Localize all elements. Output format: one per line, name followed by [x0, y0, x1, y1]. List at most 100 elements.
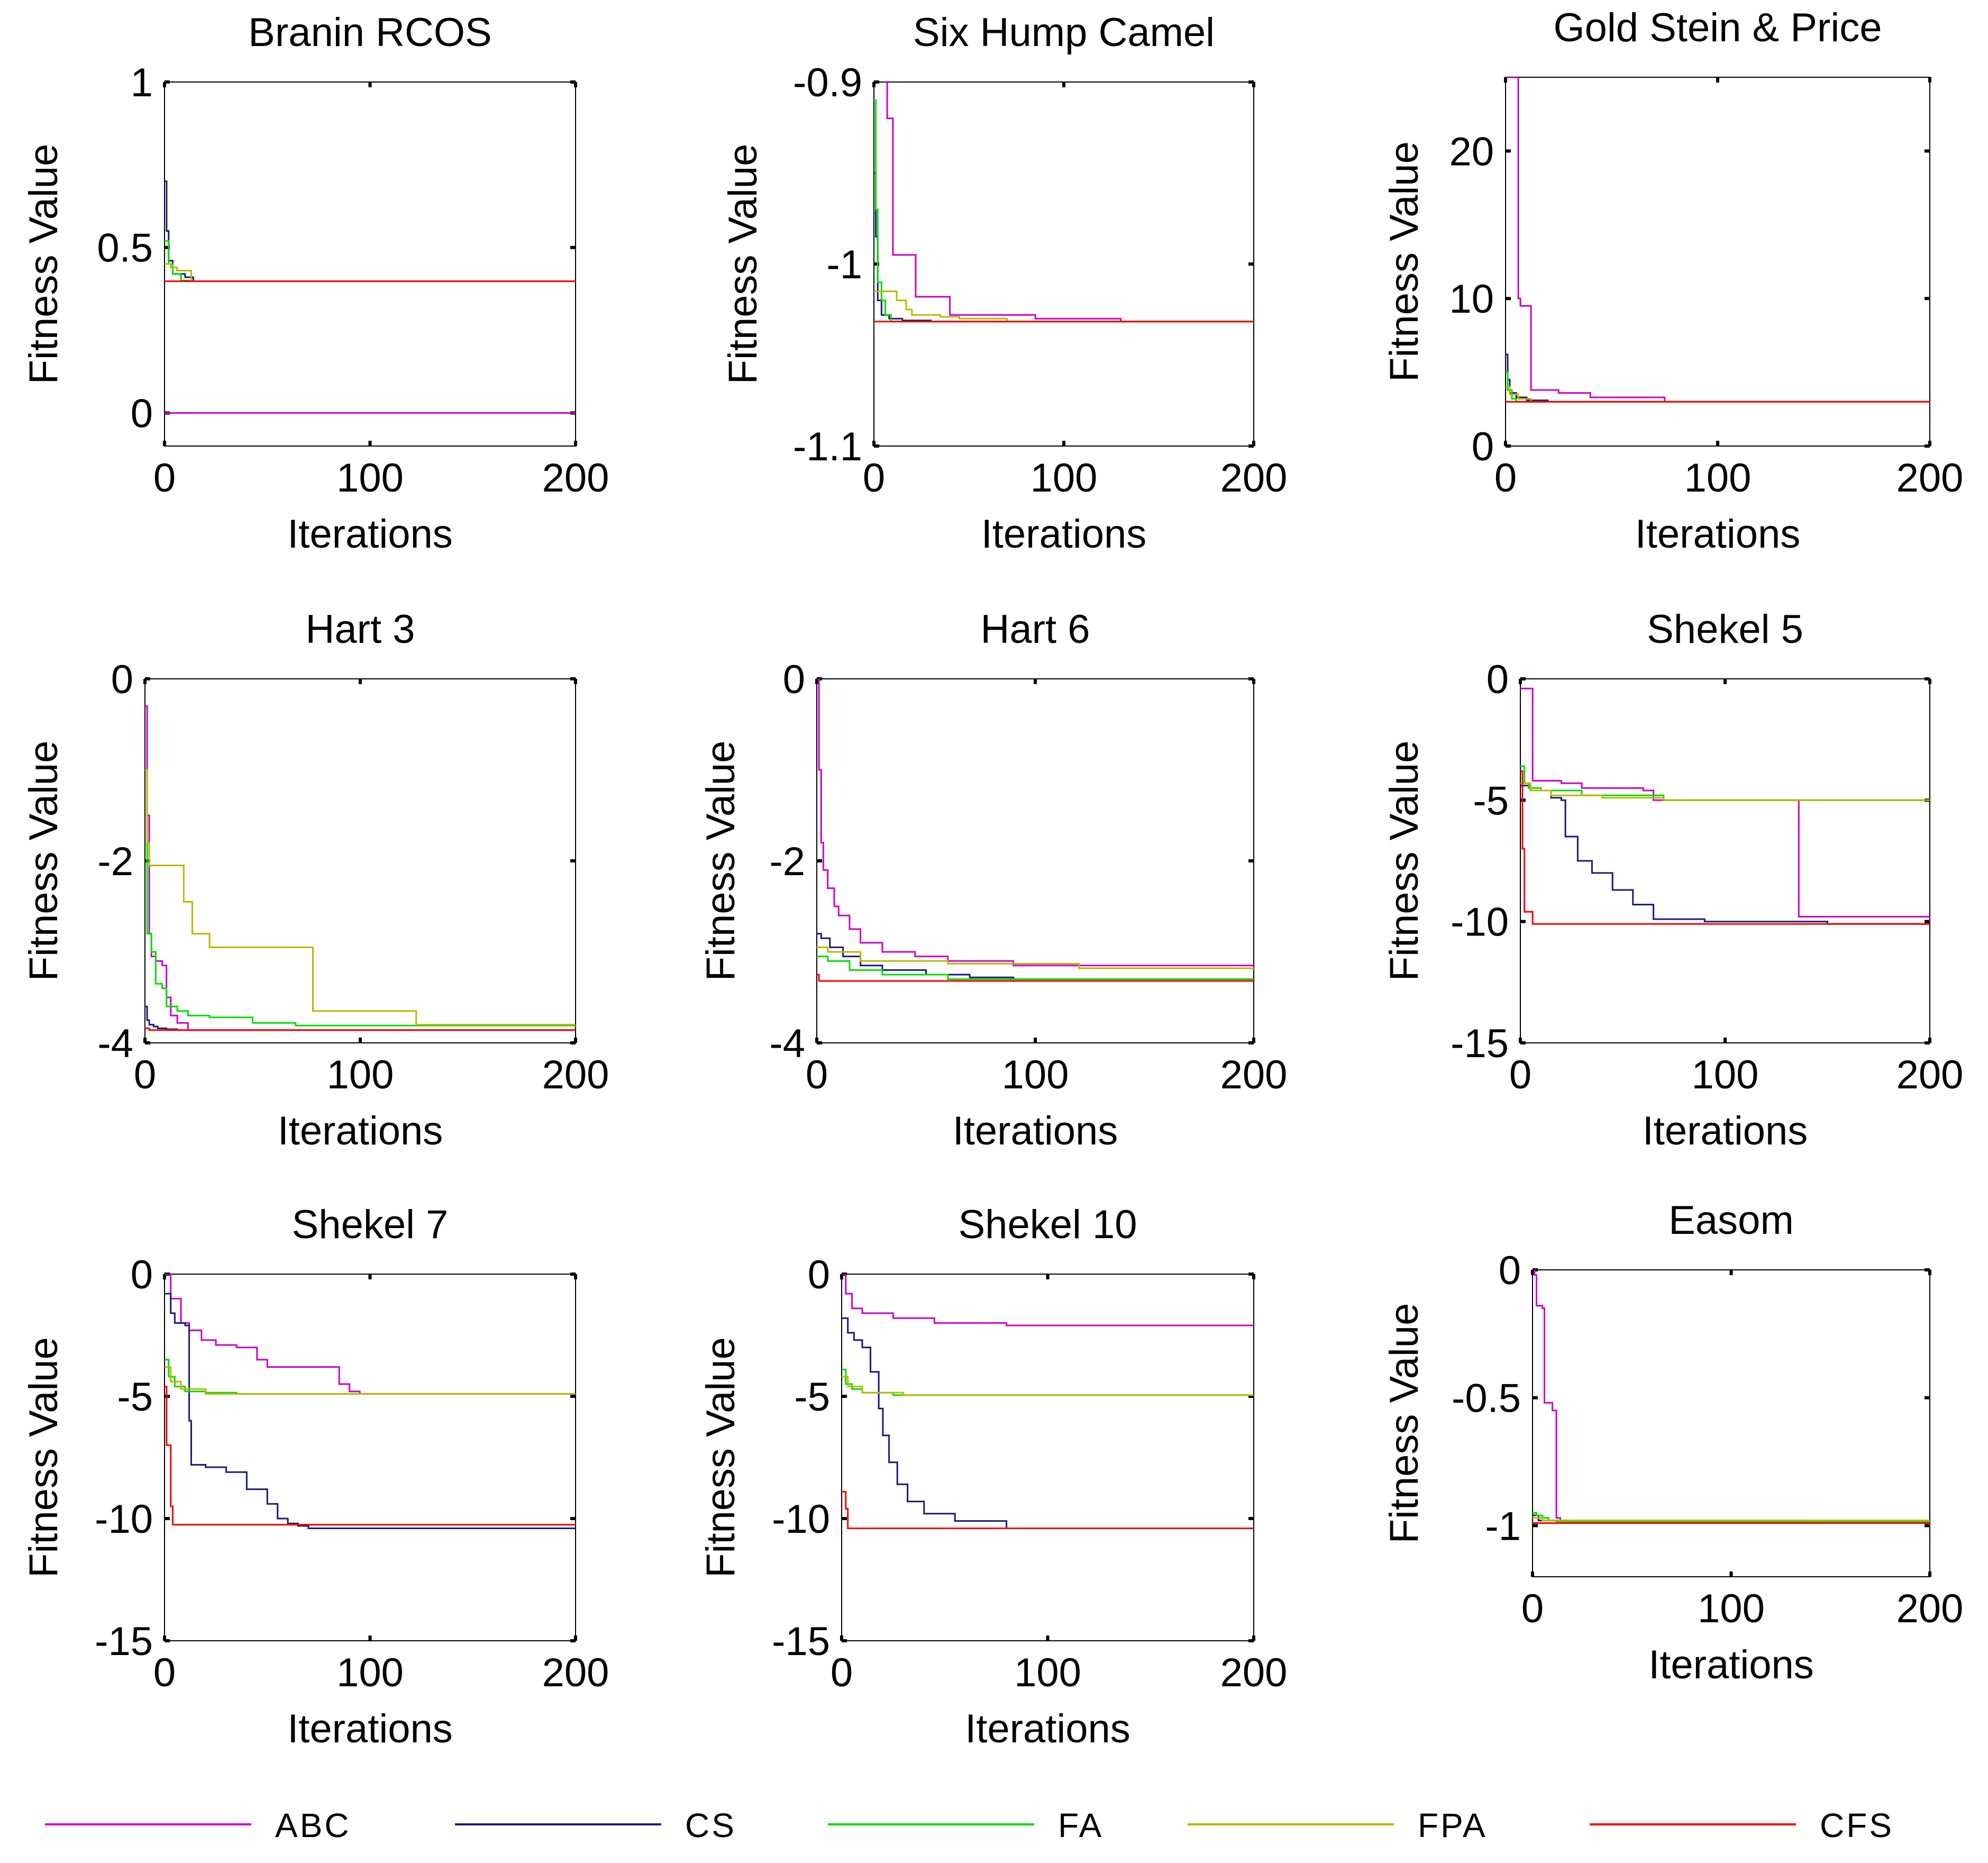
y-tick-label: -10: [772, 1497, 830, 1542]
x-tick-label: 0: [153, 1650, 176, 1695]
x-tick-label: 200: [1896, 456, 1964, 501]
y-axis-label: Fitness Value: [698, 741, 743, 982]
plot-frame: [816, 678, 1254, 1043]
y-tick-label: -4: [769, 1021, 805, 1066]
y-tick-label: -0.5: [1452, 1376, 1521, 1421]
x-tick-label: 200: [1220, 456, 1288, 501]
series-fpa-line: [874, 290, 1254, 323]
series-fpa-line: [842, 1376, 1254, 1396]
y-axis-label: Fitness Value: [1382, 141, 1427, 382]
subplot-title: Hart 6: [981, 607, 1090, 652]
legend-item-cfs: CFS: [1590, 1806, 1894, 1844]
series-abc-line: [817, 679, 1254, 970]
legend-label: CS: [685, 1806, 736, 1844]
series-fpa-line: [165, 263, 576, 282]
y-tick-label: -4: [97, 1021, 133, 1066]
x-axis-label: Iterations: [287, 1706, 453, 1751]
y-tick-label: 0: [783, 657, 805, 702]
x-tick-label: 0: [1509, 1052, 1531, 1097]
series-fa-line: [817, 956, 1254, 980]
legend-item-fa: FA: [828, 1806, 1101, 1844]
x-tick-label: 100: [1014, 1650, 1081, 1695]
plot-frame: [1505, 77, 1930, 447]
y-tick-label: -10: [1451, 900, 1509, 945]
y-axis-label: Fitness Value: [1382, 1303, 1427, 1544]
subplot-hart-6: 0 100 200 -4 -2 0 Hart 6 Iterations Fitness Valu…: [698, 607, 1287, 1153]
x-tick-label: 200: [542, 1052, 609, 1097]
y-tick-label: 20: [1449, 129, 1494, 174]
x-axis-label: Iterations: [1648, 1642, 1814, 1687]
y-tick-label: -5: [794, 1375, 830, 1420]
y-tick-label: 0: [111, 657, 133, 702]
x-tick-label: 100: [1684, 456, 1752, 501]
series-fpa-line: [817, 946, 1254, 970]
x-tick-label: 200: [542, 456, 609, 501]
y-tick-label: 0.5: [97, 226, 153, 271]
y-tick-label: 10: [1449, 277, 1494, 322]
series-fa-line: [1520, 765, 1930, 801]
y-tick-label: -5: [1473, 778, 1509, 823]
y-axis-label: Fitness Value: [1382, 741, 1427, 982]
legend-label: ABC: [275, 1806, 351, 1844]
legend-item-cs: CS: [455, 1806, 736, 1844]
plot-frame: [841, 1274, 1254, 1641]
legend-label: FPA: [1418, 1806, 1488, 1844]
x-tick-label: 0: [806, 1052, 828, 1097]
subplot-title: Shekel 10: [958, 1202, 1137, 1247]
x-axis-label: Iterations: [1635, 512, 1801, 557]
x-tick-label: 200: [1896, 1586, 1964, 1631]
legend-label: CFS: [1820, 1806, 1894, 1844]
series-fpa-line: [1520, 782, 1930, 801]
legend: ABC CS FA FPA CFS: [45, 1806, 1894, 1844]
x-tick-label: 100: [1698, 1586, 1765, 1631]
x-tick-label: 0: [863, 456, 885, 501]
x-axis-label: Iterations: [287, 512, 453, 557]
x-tick-label: 100: [1692, 1052, 1759, 1097]
y-tick-label: -15: [95, 1619, 153, 1664]
y-tick-label: 0: [808, 1252, 830, 1297]
x-tick-label: 0: [1521, 1586, 1544, 1631]
y-tick-label: -15: [772, 1619, 830, 1664]
x-tick-label: 100: [1002, 1052, 1069, 1097]
legend-item-fpa: FPA: [1188, 1806, 1488, 1844]
series-cfs-line: [1533, 1522, 1930, 1526]
series-cfs-line: [145, 1028, 576, 1031]
x-tick-label: 0: [134, 1052, 156, 1097]
x-tick-label: 200: [1220, 1052, 1288, 1097]
series-cfs-line: [817, 974, 1254, 982]
subplot-title: Shekel 7: [292, 1202, 449, 1247]
series-fpa-line: [1533, 1517, 1930, 1522]
x-tick-label: 0: [1494, 456, 1517, 501]
subplot-shekel-10: 0 100 200 -15 -10 -5 0 Shekel 10 Iterations Fitne…: [698, 1202, 1287, 1751]
y-tick-label: -15: [1451, 1021, 1509, 1066]
plot-frame: [164, 1274, 576, 1641]
series-fa-line: [145, 769, 576, 1028]
y-tick-label: -1: [1485, 1504, 1521, 1549]
y-tick-label: -10: [95, 1497, 153, 1542]
subplot-title: Easom: [1668, 1198, 1794, 1243]
y-tick-label: 0: [131, 1252, 153, 1297]
subplot-gold-stein-price: 0 100 200 0 10 20 Gold Stein & Price Iterations…: [1382, 5, 1963, 557]
x-axis-label: Iterations: [278, 1108, 443, 1153]
x-tick-label: 100: [336, 1650, 404, 1695]
x-tick-label: 0: [153, 456, 176, 501]
subplot-shekel-5: 0 100 200 -15 -10 -5 0 Shekel 5 Iterations Fitnes…: [1382, 607, 1963, 1153]
series-abc-line: [842, 1274, 1254, 1326]
plot-frame: [144, 678, 576, 1043]
y-axis-label: Fitness Value: [21, 741, 66, 982]
subplot-title: Six Hump Camel: [913, 10, 1215, 55]
y-tick-label: 0: [131, 391, 153, 436]
y-axis-label: Fitness Value: [21, 144, 66, 385]
subplot-hart-3: 0 100 200 -4 -2 0 Hart 3 Iterations Fitness Valu…: [21, 607, 609, 1153]
x-axis-label: Iterations: [953, 1108, 1118, 1153]
series-abc-line: [1506, 77, 1930, 403]
series-cfs-line: [842, 1491, 1254, 1529]
y-tick-label: 0: [1487, 657, 1509, 702]
series-cfs-line: [1520, 770, 1930, 925]
x-axis-label: Iterations: [965, 1706, 1130, 1751]
subplot-easom: 0 100 200 -1 -0.5 0 Easom Iterations Fitness Val…: [1382, 1198, 1963, 1687]
y-axis-label: Fitness Value: [698, 1337, 743, 1578]
subplot-six-hump-camel: 0 100 200 -1.1 -1 -0.9 Six Hump Camel Iteration…: [721, 10, 1287, 557]
plot-frame: [1532, 1269, 1930, 1577]
series-cfs-line: [165, 1386, 576, 1526]
